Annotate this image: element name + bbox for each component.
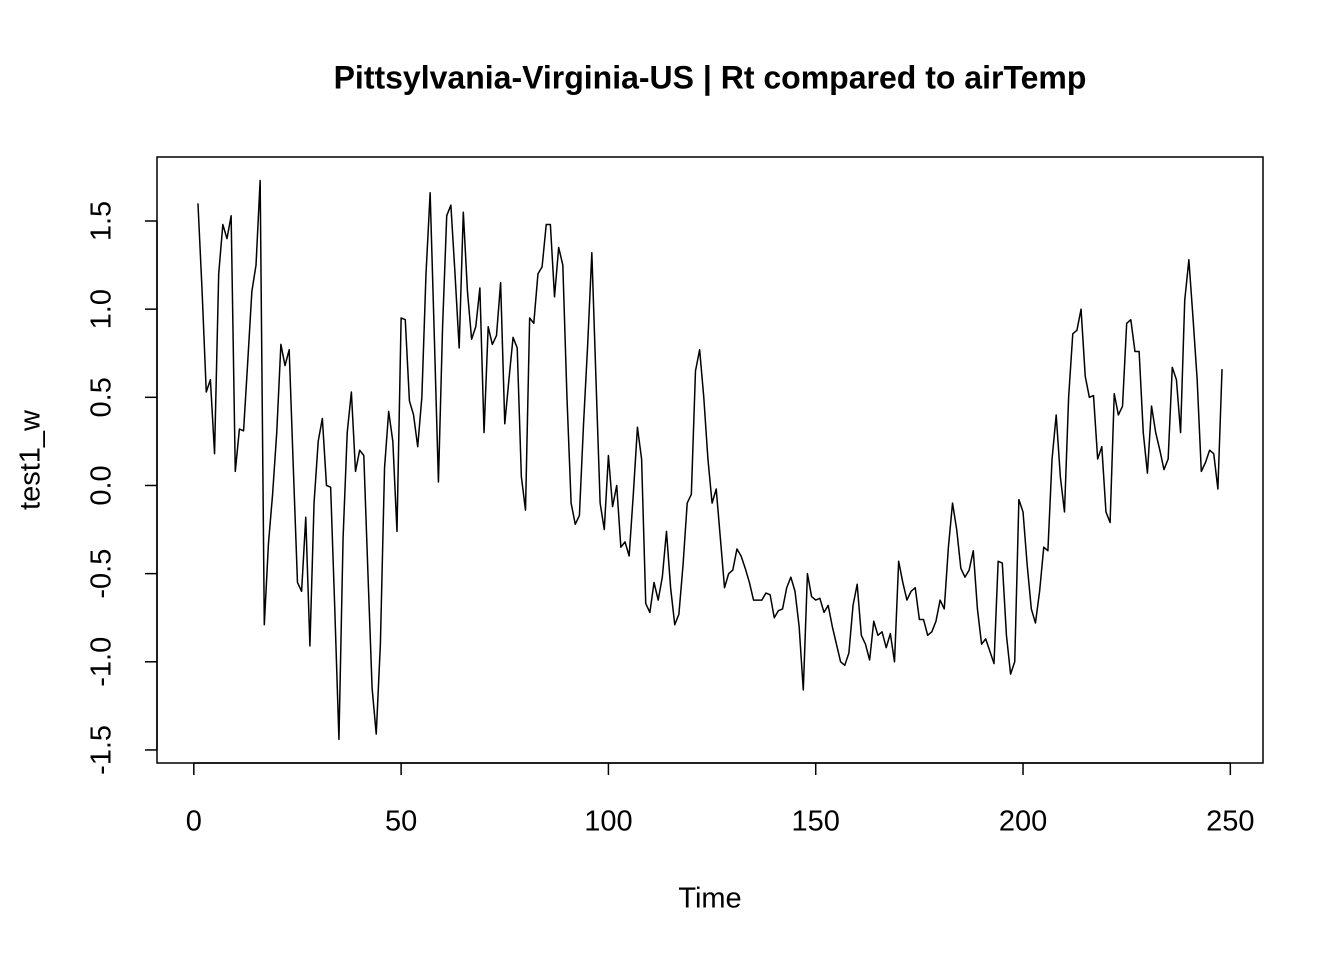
x-tick-label: 250 xyxy=(1206,806,1254,838)
y-tick-label: -1.0 xyxy=(86,637,118,687)
y-tick-label: 0.5 xyxy=(86,377,118,417)
y-tick-label: 0.0 xyxy=(86,465,118,505)
x-axis-label: Time xyxy=(678,883,741,915)
y-tick-label: 1.5 xyxy=(86,201,118,241)
y-axis-label: test1_w xyxy=(15,409,47,510)
y-tick-label: -0.5 xyxy=(86,549,118,599)
y-tick-label: -1.5 xyxy=(86,725,118,775)
x-tick-label: 0 xyxy=(186,806,202,838)
series-line xyxy=(197,179,1223,741)
x-tick-label: 100 xyxy=(584,806,632,838)
chart-title: Pittsylvania-Virginia-US | Rt compared t… xyxy=(334,59,1087,95)
x-tick-label: 150 xyxy=(792,806,840,838)
y-tick-label: 1.0 xyxy=(86,289,118,329)
x-tick-label: 200 xyxy=(999,806,1047,838)
x-tick-label: 50 xyxy=(385,806,417,838)
